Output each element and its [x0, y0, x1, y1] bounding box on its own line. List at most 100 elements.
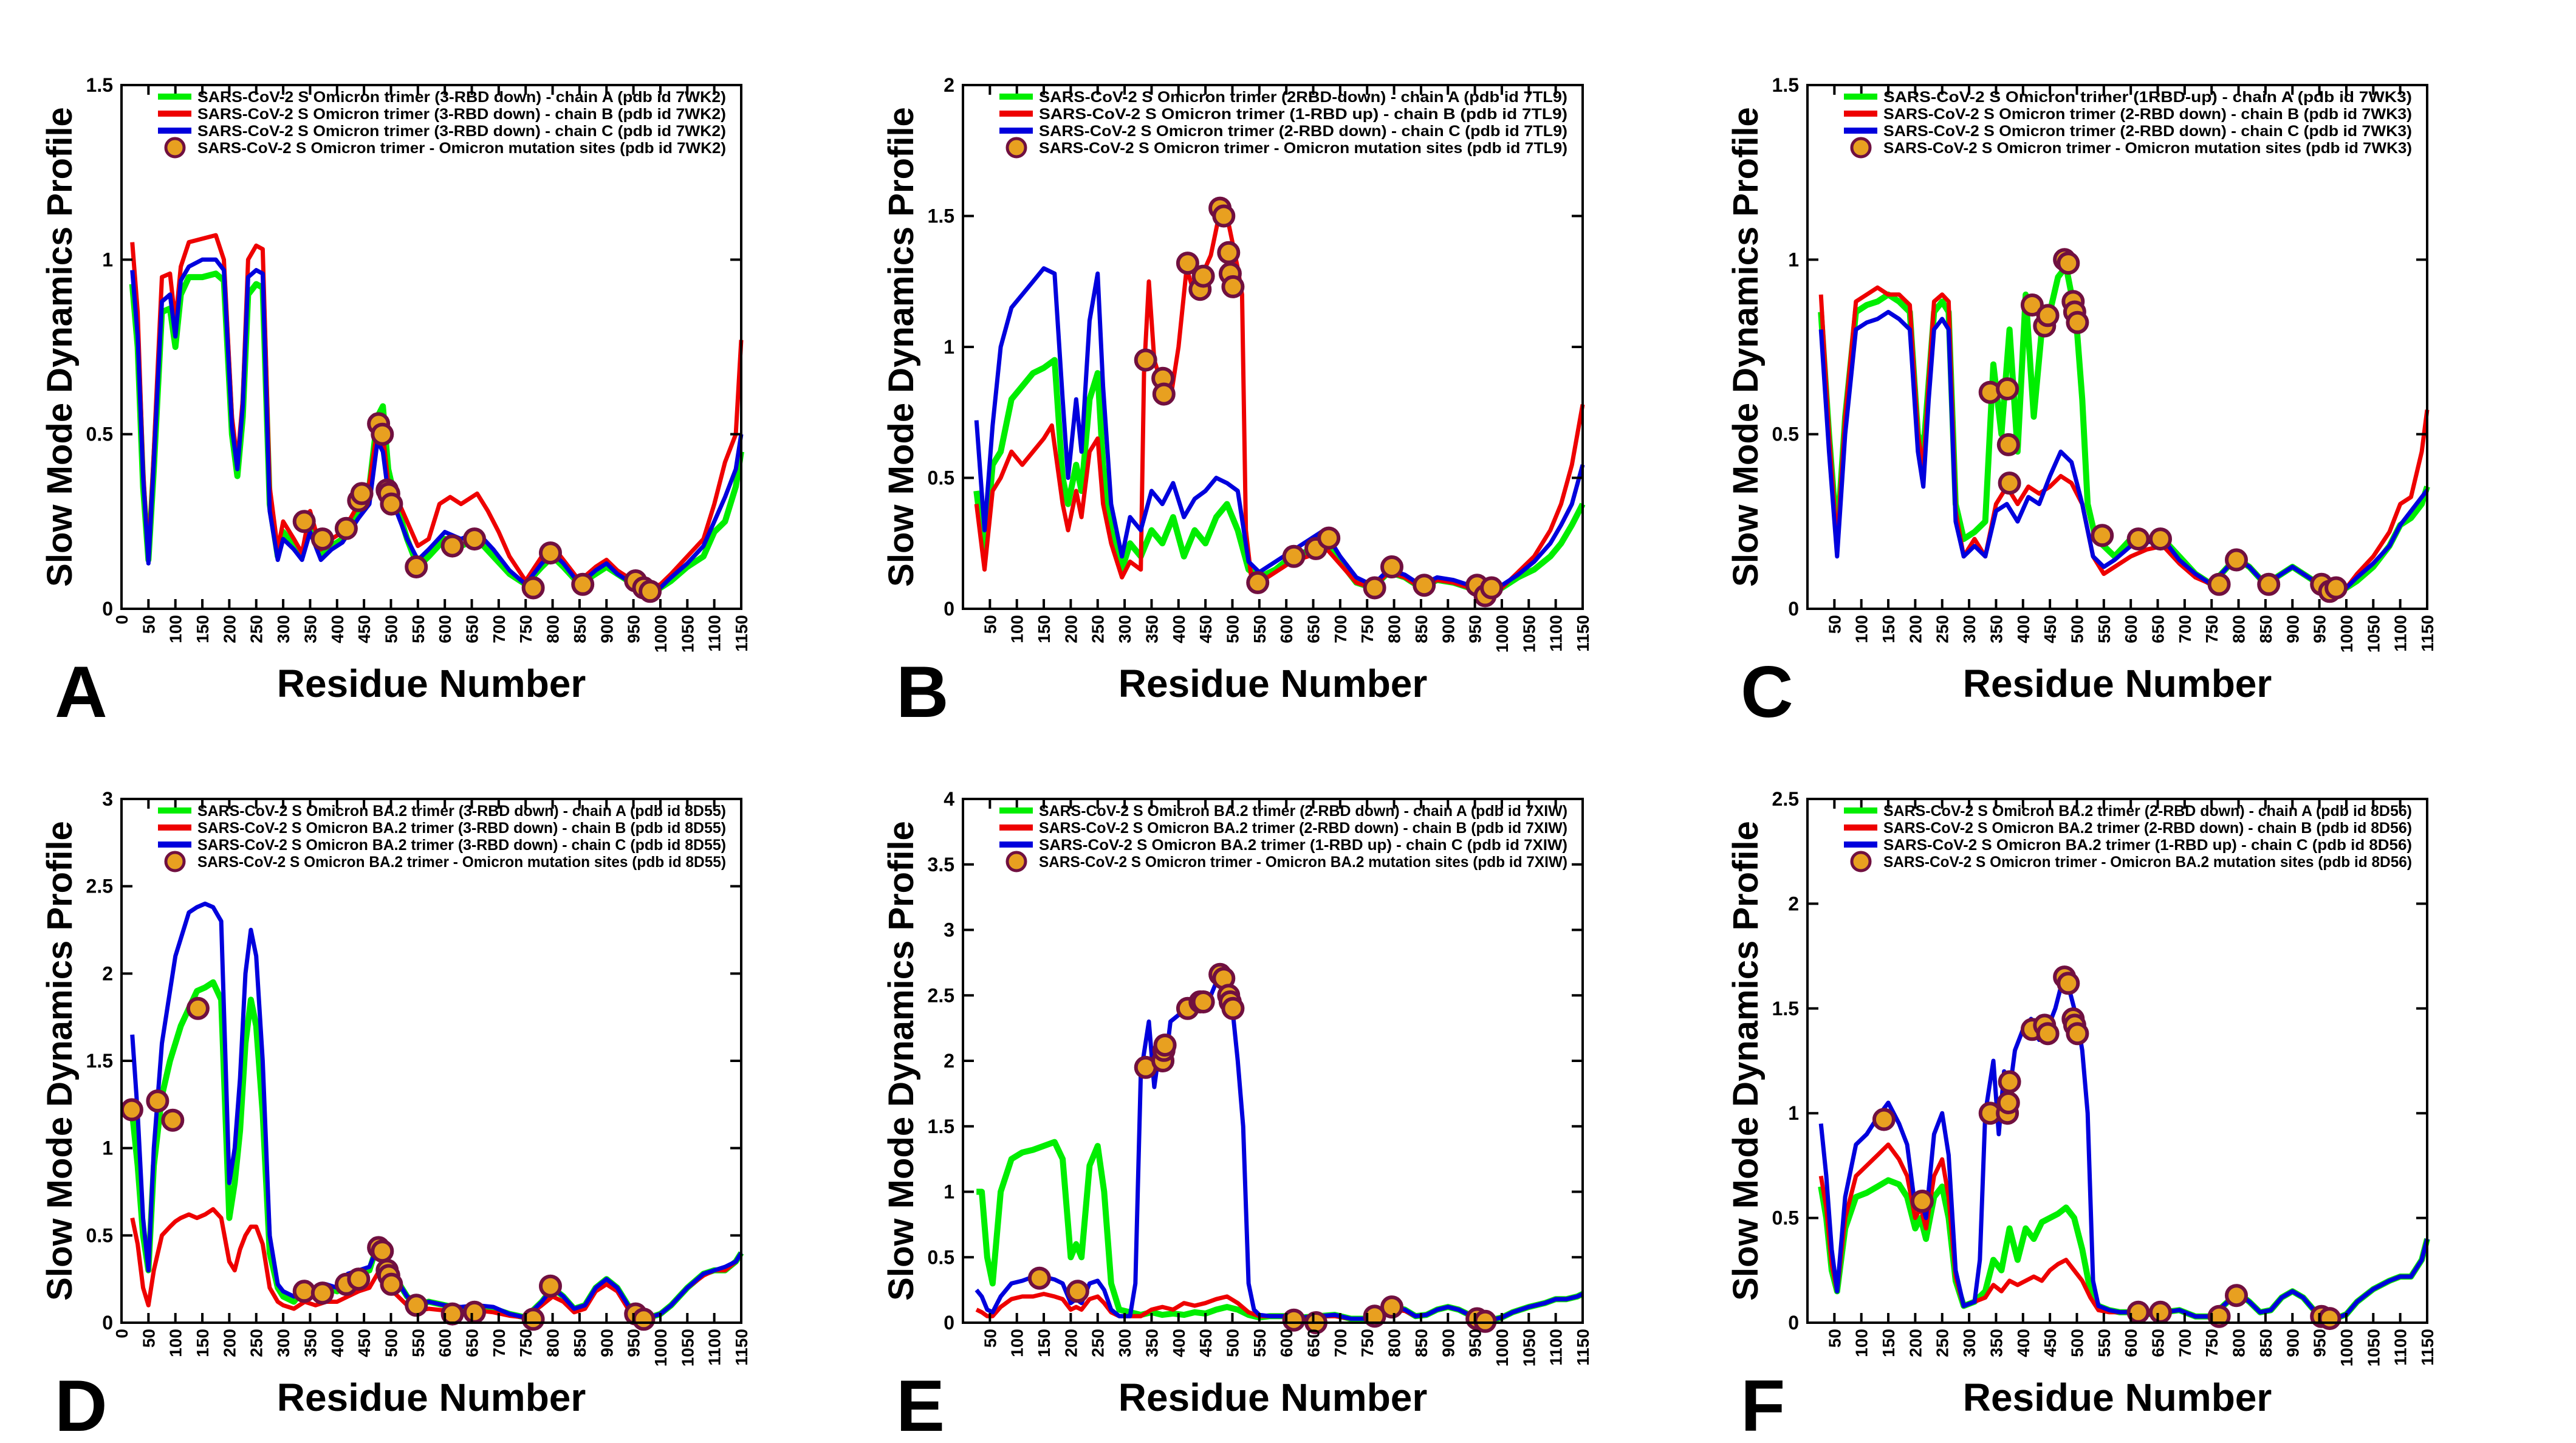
x-tick-label: 600: [1277, 615, 1296, 643]
x-tick-label: 500: [2068, 1329, 2087, 1357]
mutation-site-marker: [1998, 1070, 2021, 1094]
x-tick-label: 150: [1879, 615, 1898, 643]
mutation-site-marker: [1221, 275, 1245, 298]
x-tick-label: 950: [625, 615, 643, 643]
y-tick-label: 0.5: [928, 467, 954, 489]
x-tick-label: 650: [2149, 615, 2168, 643]
plot-frame: [962, 798, 1584, 1324]
y-tick-label: 1.5: [1772, 998, 1799, 1020]
x-tick-label: 1150: [2418, 615, 2437, 652]
legend-entry: SARS-CoV-2 S Omicron trimer - Omicron mu…: [1039, 140, 1567, 157]
legend-entry: SARS-CoV-2 S Omicron trimer (2-RBD down)…: [1039, 123, 1567, 140]
x-tick-label: 1000: [1493, 615, 1512, 653]
x-tick-label: 50: [1825, 615, 1844, 634]
y-tick-label: 2: [944, 74, 954, 96]
mutation-site-marker: [2207, 1304, 2231, 1328]
mutation-site-marker: [521, 576, 545, 600]
mutation-site-marker: [1473, 1309, 1497, 1333]
mutation-site-marker: [405, 555, 428, 578]
x-tick-label: 100: [1852, 1329, 1871, 1357]
x-tick-label: 900: [597, 615, 616, 643]
x-tick-label: 1000: [1493, 1329, 1512, 1366]
x-tick-label: 550: [1250, 1329, 1269, 1357]
legend-entry: SARS-CoV-2 S Omicron BA.2 trimer (2-RBD …: [1883, 820, 2412, 837]
x-tick-label: 900: [1439, 1329, 1458, 1357]
mutation-site-marker: [1380, 1295, 1403, 1319]
y-tick-label: 0.5: [86, 1224, 113, 1246]
y-axis-label: Slow Mode Dynamics Profile: [882, 821, 921, 1301]
mutation-site-marker: [1910, 1190, 1934, 1213]
mutation-site-marker: [161, 1108, 185, 1132]
mutation-site-marker: [1176, 252, 1199, 275]
x-tick-label: 700: [490, 615, 509, 643]
x-tick-label: 300: [1960, 615, 1979, 643]
x-tick-label: 850: [2256, 1329, 2275, 1357]
mutation-site-marker: [292, 510, 316, 533]
panel-letter-d: D: [55, 1365, 108, 1443]
legend-entry: SARS-CoV-2 S Omicron trimer (2-RBD down)…: [1883, 106, 2412, 123]
y-tick-label: 1: [1788, 248, 1799, 270]
y-tick-label: 0: [944, 598, 954, 620]
x-tick-label: 950: [1466, 1329, 1485, 1357]
plot-frame: [120, 798, 742, 1324]
mutation-site-marker: [1134, 348, 1157, 372]
legend-entry: SARS-CoV-2 S Omicron BA.2 trimer (2-RBD …: [1039, 820, 1567, 837]
x-tick-label: 50: [1825, 1329, 1844, 1348]
mutation-site-marker: [1363, 1304, 1386, 1328]
x-tick-label: 450: [355, 1329, 374, 1357]
mutation-site-marker: [1153, 1033, 1177, 1057]
x-tick-label: 1050: [678, 1329, 697, 1366]
mutation-site-marker: [1217, 241, 1241, 264]
plot-frame: [962, 84, 1584, 610]
mutation-site-marker: [2036, 1022, 2060, 1046]
x-tick-label: 800: [1385, 615, 1404, 643]
legend-entry: SARS-CoV-2 S Omicron trimer (2RBD-down) …: [1039, 89, 1567, 106]
x-tick-label: 600: [436, 615, 454, 643]
x-tick-label: 250: [1089, 1329, 1108, 1357]
y-axis-label: Slow Mode Dynamics Profile: [882, 107, 921, 587]
mutation-site-marker: [521, 1308, 545, 1331]
mutation-site-marker: [146, 1089, 170, 1113]
series-line-chain-c: [975, 973, 1584, 1323]
y-tick-label: 2.5: [1772, 788, 1799, 810]
x-tick-label: 750: [1358, 1329, 1377, 1357]
legend-entry: SARS-CoV-2 S Omicron BA.2 trimer (3-RBD …: [197, 837, 726, 854]
legend-entry: SARS-CoV-2 S Omicron BA.2 trimer (1-RBD …: [1883, 837, 2412, 854]
panel-letter-e: E: [896, 1365, 945, 1443]
x-tick-label: 350: [1987, 615, 2006, 643]
x-tick-label: 1000: [2337, 1329, 2356, 1366]
mutation-site-marker: [463, 527, 486, 551]
x-tick-label: 300: [1115, 615, 1134, 643]
x-axis-label: Residue Number: [1118, 1376, 1428, 1419]
y-tick-label: 1: [1788, 1102, 1799, 1124]
y-axis-label: Slow Mode Dynamics Profile: [1726, 107, 1766, 587]
mutation-site-marker: [120, 1098, 143, 1122]
mutation-site-marker: [1282, 1308, 1306, 1332]
x-tick-label: 800: [2230, 615, 2249, 643]
x-tick-label: 450: [2041, 1329, 2060, 1357]
x-tick-label: 300: [1115, 1329, 1134, 1357]
mutation-site-marker: [2066, 1022, 2089, 1046]
panel-f: F 50 100 150 200 250 300 350 400 450 500 550 600 650…: [1726, 788, 2437, 1443]
mutation-site-marker: [405, 1294, 428, 1317]
plot-frame: [120, 84, 742, 610]
x-tick-label: 850: [1412, 615, 1431, 643]
x-tick-label: 700: [1331, 1329, 1350, 1357]
x-tick-label: 700: [2176, 1329, 2194, 1357]
x-tick-label: 1150: [2418, 1329, 2437, 1366]
mutation-site-marker: [2036, 304, 2060, 327]
legend-entry: SARS-CoV-2 S Omicron trimer - Omicron BA…: [1883, 854, 2412, 871]
x-tick-label: 400: [2014, 1329, 2033, 1357]
x-tick-label: 450: [355, 615, 374, 643]
x-tick-label: 800: [2230, 1329, 2249, 1357]
mutation-site-marker: [310, 1281, 334, 1305]
y-tick-label: 1: [102, 248, 113, 270]
x-tick-label: 850: [570, 1329, 589, 1357]
x-tick-label: 150: [193, 1329, 212, 1357]
x-tick-label: 850: [1412, 1329, 1431, 1357]
panel-letter-b: B: [896, 651, 949, 733]
x-tick-label: 650: [1304, 615, 1323, 643]
mutation-site-marker: [350, 482, 374, 506]
mutation-site-marker: [632, 1308, 656, 1331]
legend-entry: SARS-CoV-2 S Omicron trimer (3-RBD down)…: [197, 106, 726, 123]
